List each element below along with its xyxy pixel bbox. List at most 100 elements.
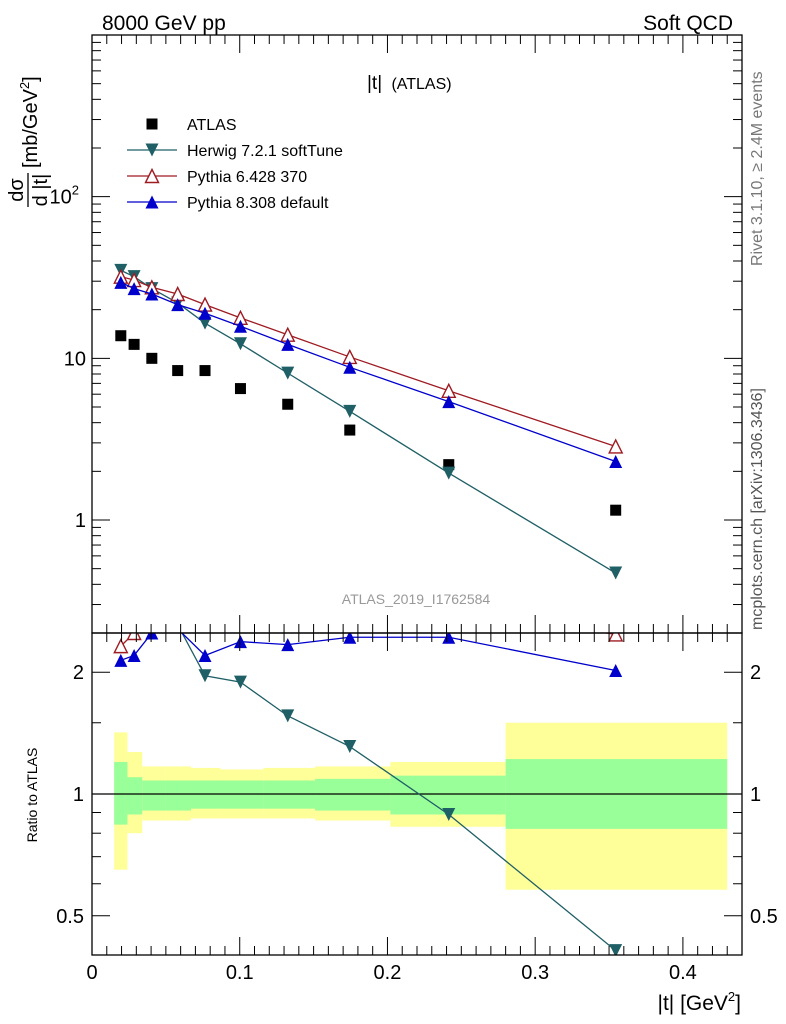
ratio-point-herwig-7-2-1-softtune — [198, 669, 212, 683]
legend: ATLAS Herwig 7.2.1 softTune Pythia 6.428 3… — [127, 117, 343, 212]
ylabel-unit-exp: 2 — [17, 82, 32, 89]
ratio-panel: 0.5 0.5 1 1 2 2 0 0.1 0.2 0.3 0.4 — [56, 632, 778, 984]
line-herwig-7-2-1-softtune — [120, 269, 617, 574]
ratio-point-herwig-7-2-1-softtune — [442, 807, 456, 821]
legend-marker — [146, 118, 158, 130]
header-left: 8000 GeV pp — [102, 12, 226, 35]
ratio-point-herwig-7-2-1-softtune — [343, 740, 357, 754]
side-text-rivet: Rivet 3.1.10, ≥ 2.4M events — [749, 71, 766, 266]
ratio-point-pythia-8-308-default — [127, 648, 141, 662]
ratio-point-pythia-8-308-default — [281, 638, 295, 652]
plot-title-suffix: (ATLAS) — [391, 76, 451, 93]
point-pythia-6-428-370 — [608, 438, 624, 454]
point-herwig-7-2-1-softtune — [343, 404, 357, 418]
xlabel-close: ] — [735, 992, 741, 1015]
line-pythia-6-428-370 — [120, 276, 616, 448]
legend-label: Pythia 6.428 370 — [187, 169, 307, 186]
ylabel-main: dσ d |t| [mb/GeV2] — [6, 76, 52, 207]
header-right: Soft QCD — [643, 12, 733, 35]
ratio-line-herwig-7-2-1-softtune — [181, 633, 617, 952]
ratio-point-pythia-8-308-default — [198, 648, 212, 662]
point-atlas — [115, 330, 127, 342]
ratio-point-pythia-8-308-default — [442, 633, 456, 644]
point-herwig-7-2-1-softtune — [281, 366, 295, 380]
point-pythia-8-308-default — [114, 275, 128, 289]
ylabel-unit-text: [mb/GeV — [20, 88, 42, 168]
point-pythia-8-308-default — [442, 395, 456, 409]
ratio-point-pythia-8-308-default — [114, 653, 128, 667]
xlabel: |t| [GeV2] — [657, 989, 741, 1015]
uncertainty-band-inner — [127, 777, 143, 815]
legend-label: ATLAS — [187, 117, 237, 134]
point-atlas — [282, 398, 294, 410]
ratio-line-pythia-8-308-default — [120, 633, 616, 672]
x-tick-label: 0.1 — [226, 962, 254, 984]
legend-marker — [145, 143, 159, 157]
legend-label: Pythia 8.308 default — [187, 195, 329, 212]
x-tick-label: 0.3 — [521, 962, 549, 984]
y-tick-label-ratio-left: 0.5 — [56, 906, 84, 928]
plot-title: |t| (ATLAS) — [367, 73, 452, 94]
y-tick-label-ratio-right: 0.5 — [750, 906, 778, 928]
ratio-point-herwig-7-2-1-softtune — [609, 944, 623, 955]
point-pythia-8-308-default — [198, 306, 212, 320]
uncertainty-band-inner — [165, 780, 191, 811]
ylabel-denominator: d |t| — [30, 174, 52, 207]
uncertainty-band-inner — [114, 761, 128, 825]
point-atlas — [610, 504, 622, 516]
xlabel-text: |t| [GeV — [657, 992, 727, 1015]
point-pythia-8-308-default — [281, 337, 295, 351]
ylabel-ratio: Ratio to ATLAS — [24, 748, 40, 843]
point-atlas — [128, 338, 140, 350]
y-tick-label-ratio-right: 1 — [750, 784, 761, 806]
uncertainty-band-inner — [142, 780, 166, 811]
point-herwig-7-2-1-softtune — [198, 316, 212, 330]
y-tick-label-main: 1 — [75, 510, 86, 532]
point-pythia-8-308-default — [609, 455, 623, 469]
ratio-point-herwig-7-2-1-softtune — [281, 709, 295, 723]
y-tick-label-ratio-left: 1 — [73, 784, 84, 806]
point-herwig-7-2-1-softtune — [442, 466, 456, 480]
y-tick-label-main: 10 — [64, 348, 86, 370]
point-atlas — [146, 352, 158, 364]
ratio-point-pythia-8-308-default — [343, 633, 357, 644]
point-herwig-7-2-1-softtune — [609, 566, 623, 580]
y-tick-label-main: 102 — [50, 183, 79, 209]
point-herwig-7-2-1-softtune — [233, 337, 247, 351]
uncertainty-band-inner — [315, 778, 391, 811]
y-tick-label-base: 10 — [50, 187, 72, 209]
ratio-point-pythia-6-428-370 — [126, 633, 142, 641]
x-tick-label: 0.4 — [669, 962, 697, 984]
xlabel-exp: 2 — [728, 989, 735, 1004]
ratio-frame — [91, 632, 743, 956]
ylabel-unit-close: ] — [20, 76, 42, 82]
analysis-watermark: ATLAS_2019_I1762584 — [342, 591, 491, 607]
point-pythia-8-308-default — [171, 298, 185, 312]
y-tick-label-ratio-left: 2 — [73, 662, 84, 684]
ratio-point-pythia-8-308-default — [145, 633, 159, 640]
line-pythia-8-308-default — [120, 281, 616, 463]
point-atlas — [234, 383, 246, 395]
ylabel-numerator: dσ — [6, 178, 28, 202]
ratio-point-pythia-6-428-370 — [113, 638, 129, 654]
point-pythia-8-308-default — [127, 282, 141, 296]
point-atlas — [443, 459, 455, 471]
ratio-point-herwig-7-2-1-softtune — [233, 675, 247, 689]
plot-title-main: |t| — [367, 73, 382, 94]
ratio-point-pythia-8-308-default — [233, 635, 247, 649]
legend-marker — [144, 167, 160, 184]
point-pythia-8-308-default — [233, 319, 247, 333]
y-tick-label-exp: 2 — [72, 183, 79, 198]
point-atlas — [344, 424, 356, 436]
x-tick-label: 0 — [86, 962, 97, 984]
y-tick-label-ratio-right: 2 — [750, 662, 761, 684]
point-pythia-8-308-default — [343, 360, 357, 374]
legend-label: Herwig 7.2.1 softTune — [187, 143, 343, 160]
ylabel-unit: [mb/GeV2] — [17, 76, 42, 168]
ratio-point-pythia-6-428-370 — [608, 633, 624, 642]
x-tick-label: 0.2 — [374, 962, 402, 984]
side-text-mcplots: mcplots.cern.ch [arXiv:1306.3436] — [749, 388, 766, 630]
ratio-point-pythia-8-308-default — [609, 663, 623, 677]
